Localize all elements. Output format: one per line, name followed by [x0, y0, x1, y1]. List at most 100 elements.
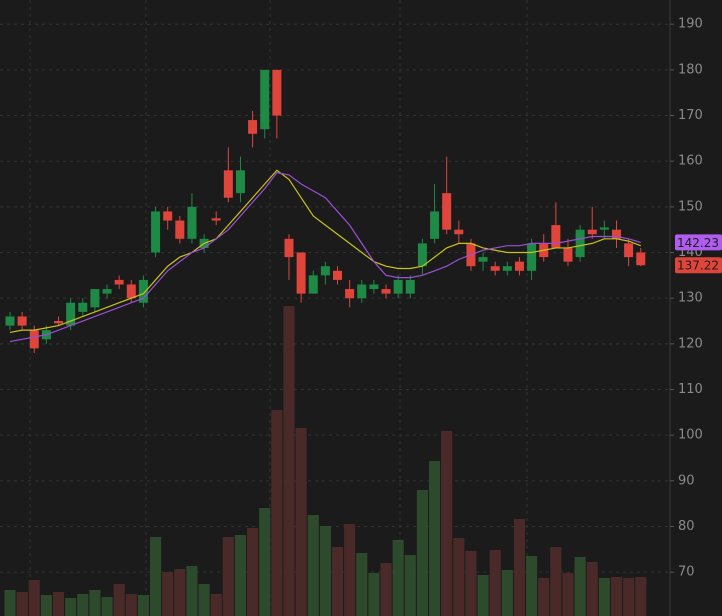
candle-body [54, 321, 64, 324]
volume-bar [137, 595, 149, 616]
volume-bar [259, 508, 271, 616]
candle-body [163, 211, 173, 221]
y-tick-label: 80 [678, 519, 695, 534]
y-tick-label: 180 [678, 62, 703, 77]
volume-bar [149, 537, 162, 616]
candle-body [430, 211, 440, 239]
y-tick-label: 120 [678, 336, 703, 351]
volume-bar [380, 563, 392, 616]
candle-body [599, 227, 609, 230]
candle-body [138, 279, 148, 303]
candle-body [272, 69, 282, 116]
volume-bar [307, 515, 319, 616]
volume-bar [356, 553, 368, 616]
volume-bar [610, 577, 623, 616]
y-tick-label: 70 [678, 565, 695, 580]
volume-bar [89, 590, 101, 616]
candle-body [357, 284, 367, 299]
candle-body [636, 252, 646, 266]
volume-bar [77, 594, 89, 616]
candle-body [175, 220, 185, 239]
candle-body [527, 243, 537, 271]
candle-body [187, 206, 197, 239]
y-tick-label: 110 [678, 382, 703, 397]
y-tick-label: 90 [678, 473, 695, 488]
candle-body [478, 257, 488, 262]
candle-body [587, 229, 597, 235]
volume-bar [404, 555, 416, 616]
candle-body [612, 229, 621, 239]
candle-body [66, 302, 76, 326]
volume-bar [283, 306, 295, 616]
volume-bar [247, 528, 259, 616]
volume-bar [586, 562, 598, 616]
price-tag-label: 137.22 [677, 259, 719, 273]
candle-body [320, 266, 330, 276]
candle-body [405, 279, 415, 294]
candle-body [333, 270, 343, 280]
volume-bar [513, 519, 526, 616]
moving-average-line [9, 171, 641, 343]
volume-bar [550, 547, 562, 616]
candle-body [563, 247, 573, 262]
candle-body [345, 289, 355, 299]
price-tag [675, 234, 722, 251]
candle-body [235, 170, 245, 194]
candle-body [514, 261, 524, 271]
candle-body [260, 69, 270, 130]
volume-bar [635, 577, 647, 616]
volume-bar [598, 578, 610, 616]
volume-bar [234, 535, 247, 616]
candle-body [102, 289, 112, 294]
candle-body [393, 279, 403, 294]
volume-bar [562, 573, 574, 616]
volume-bar [344, 524, 356, 616]
candle-body [223, 170, 233, 198]
candle-body [308, 275, 318, 294]
y-tick-label: 190 [678, 17, 703, 32]
candle-body [624, 243, 634, 258]
volume-bar [162, 572, 174, 616]
volume-bar [465, 551, 477, 616]
candle-body [151, 211, 161, 253]
volume-bar [174, 569, 186, 616]
y-tick-label: 100 [678, 428, 703, 443]
candle-body [296, 252, 306, 294]
volume-bar [453, 538, 465, 616]
candle-body [126, 284, 136, 299]
y-tick-label: 170 [678, 108, 703, 123]
volume-bar [65, 598, 77, 616]
volume-bar [331, 547, 344, 616]
volume-bar [52, 592, 65, 616]
candle-body [29, 330, 39, 349]
candle-body [454, 229, 464, 235]
volume-bar [526, 556, 538, 616]
volume-bar [210, 594, 222, 616]
volume-bar [28, 580, 40, 616]
volume-bar [186, 566, 198, 616]
volume-bar [489, 550, 501, 616]
y-tick-label: 130 [678, 291, 703, 306]
volume-bar [392, 540, 404, 616]
volume-bar [368, 573, 380, 616]
volume-bar [16, 592, 28, 616]
volume-bar [428, 461, 441, 616]
volume-bar [574, 557, 586, 616]
price-tag [675, 257, 722, 274]
candle-body [417, 243, 427, 267]
candle-body [284, 238, 294, 258]
volume-bar [40, 595, 52, 616]
candle-body [490, 266, 500, 271]
volume-bar [441, 431, 453, 616]
volume-bar [125, 594, 137, 616]
volume-bar [501, 570, 513, 616]
volume-bar [319, 526, 331, 616]
volume-bar [198, 584, 210, 616]
volume-bar [295, 428, 307, 616]
candle-body [442, 193, 452, 230]
y-tick-label: 160 [678, 154, 703, 169]
volume-bar [538, 578, 550, 616]
moving-average-line [9, 169, 641, 334]
